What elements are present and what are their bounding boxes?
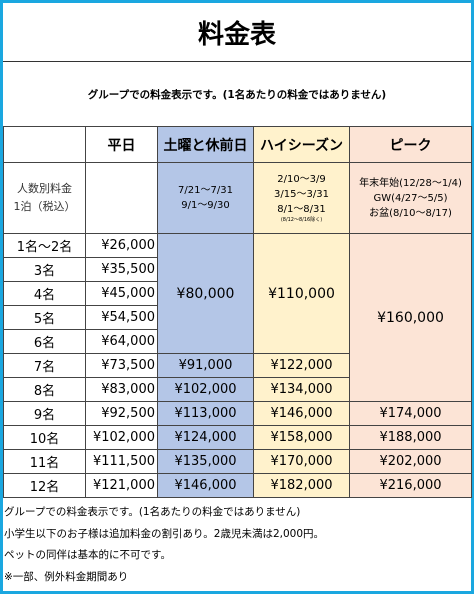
- saturday-price: ¥124,000: [157, 425, 254, 450]
- table-row: 7名 ¥73,500 ¥91,000 ¥122,000: [3, 353, 472, 378]
- row-label: 4名: [3, 281, 86, 306]
- notes-section: グループでの料金表示です。(1名あたりの料金ではありません) 小学生以下のお子様…: [4, 502, 470, 588]
- weekday-price: ¥83,000: [85, 377, 158, 402]
- note-line: グループでの料金表示です。(1名あたりの料金ではありません): [4, 506, 301, 518]
- high-season-period-note: (8/12〜8/16除く): [280, 217, 323, 223]
- high-season-price: ¥122,000: [253, 353, 350, 378]
- peak-period-1: 年末年始(12/28〜1/4): [359, 177, 462, 189]
- peak-price: ¥188,000: [349, 425, 472, 450]
- weekday-price: ¥64,000: [85, 329, 158, 354]
- weekday-period-cell: [85, 162, 158, 234]
- saturday-price: ¥135,000: [157, 449, 254, 474]
- corner-label-line-1: 人数別料金: [17, 182, 72, 195]
- page-title: 料金表: [3, 3, 471, 62]
- table-row: 4名 ¥45,000: [3, 281, 472, 306]
- saturday-price-merged: ¥80,000: [157, 233, 254, 354]
- row-label: 12名: [3, 473, 86, 498]
- high-season-period-3: 8/1〜8/31: [277, 204, 326, 215]
- high-season-price: ¥158,000: [253, 425, 350, 450]
- row-label: 5名: [3, 305, 86, 330]
- saturday-period-2: 9/1〜9/30: [181, 200, 230, 211]
- row-label: 3名: [3, 257, 86, 282]
- table-row: 11名 ¥111,500 ¥135,000 ¥170,000 ¥202,000: [3, 449, 472, 474]
- corner-label-line-2: 1泊（税込）: [13, 200, 76, 213]
- high-season-period-2: 3/15〜3/31: [274, 189, 329, 200]
- row-label: 7名: [3, 353, 86, 378]
- col-header-peak: ピーク: [349, 126, 472, 163]
- note-line: ペットの同伴は基本的に不可です。: [4, 549, 171, 561]
- note-line: ※一部、例外料金期間あり: [4, 570, 129, 583]
- peak-price: ¥216,000: [349, 473, 472, 498]
- row-label: 8名: [3, 377, 86, 402]
- col-header-weekday: 平日: [85, 126, 158, 163]
- weekday-price: ¥121,000: [85, 473, 158, 498]
- high-season-price: ¥182,000: [253, 473, 350, 498]
- high-season-price: ¥170,000: [253, 449, 350, 474]
- note-line: 小学生以下のお子様は追加料金の割引あり。2歳児未満は2,000円。: [4, 527, 325, 540]
- table-row: 9名 ¥92,500 ¥113,000 ¥146,000 ¥174,000: [3, 401, 472, 426]
- peak-price-merged: ¥160,000: [349, 233, 472, 402]
- peak-price: ¥202,000: [349, 449, 472, 474]
- weekday-price: ¥102,000: [85, 425, 158, 450]
- weekday-price: ¥92,500: [85, 401, 158, 426]
- high-season-period-1: 2/10〜3/9: [277, 174, 326, 185]
- saturday-period-cell: 7/21〜7/31 9/1〜9/30: [157, 162, 254, 234]
- weekday-price: ¥111,500: [85, 449, 158, 474]
- corner-label: 人数別料金 1泊（税込）: [3, 162, 86, 234]
- table-row: 3名 ¥35,500: [3, 257, 472, 282]
- table-row: 1名〜2名 ¥26,000 ¥80,000 ¥110,000 ¥160,000: [3, 233, 472, 402]
- high-season-period-cell: 2/10〜3/9 3/15〜3/31 8/1〜8/31 (8/12〜8/16除く…: [253, 162, 350, 234]
- row-label: 11名: [3, 449, 86, 474]
- saturday-price: ¥102,000: [157, 377, 254, 402]
- period-row: 人数別料金 1泊（税込） 7/21〜7/31 9/1〜9/30 2/10〜3/9…: [3, 162, 472, 234]
- high-season-price-merged: ¥110,000: [253, 233, 350, 354]
- col-header-saturday: 土曜と休前日: [157, 126, 254, 163]
- weekday-price: ¥73,500: [85, 353, 158, 378]
- table-row: 6名 ¥64,000: [3, 329, 472, 354]
- price-table: 平日 土曜と休前日 ハイシーズン ピーク 人数別料金 1泊（税込） 7/21〜7…: [3, 126, 472, 498]
- row-label: 10名: [3, 425, 86, 450]
- row-label: 6名: [3, 329, 86, 354]
- weekday-price: ¥45,000: [85, 281, 158, 306]
- table-row: 10名 ¥102,000 ¥124,000 ¥158,000 ¥188,000: [3, 425, 472, 450]
- saturday-price: ¥113,000: [157, 401, 254, 426]
- peak-price: ¥174,000: [349, 401, 472, 426]
- peak-period-3: お盆(8/10〜8/17): [369, 207, 452, 219]
- row-label: 1名〜2名: [3, 233, 86, 258]
- weekday-price: ¥54,500: [85, 305, 158, 330]
- weekday-price: ¥26,000: [85, 233, 158, 258]
- col-header-high-season: ハイシーズン: [253, 126, 350, 163]
- weekday-price: ¥35,500: [85, 257, 158, 282]
- peak-period-2: GW(4/27〜5/5): [373, 192, 448, 204]
- corner-cell: [3, 126, 86, 163]
- row-label: 9名: [3, 401, 86, 426]
- high-season-price: ¥146,000: [253, 401, 350, 426]
- table-row: 8名 ¥83,000 ¥102,000 ¥134,000: [3, 377, 472, 402]
- header-row: 平日 土曜と休前日 ハイシーズン ピーク: [3, 126, 472, 163]
- saturday-price: ¥91,000: [157, 353, 254, 378]
- peak-period-cell: 年末年始(12/28〜1/4) GW(4/27〜5/5) お盆(8/10〜8/1…: [349, 162, 472, 234]
- saturday-period-1: 7/21〜7/31: [178, 185, 233, 196]
- page-subtitle: グループでの料金表示です。(1名あたりの料金ではありません): [87, 88, 387, 101]
- table-row: 12名 ¥121,000 ¥146,000 ¥182,000 ¥216,000: [3, 473, 472, 498]
- saturday-price: ¥146,000: [157, 473, 254, 498]
- high-season-price: ¥134,000: [253, 377, 350, 402]
